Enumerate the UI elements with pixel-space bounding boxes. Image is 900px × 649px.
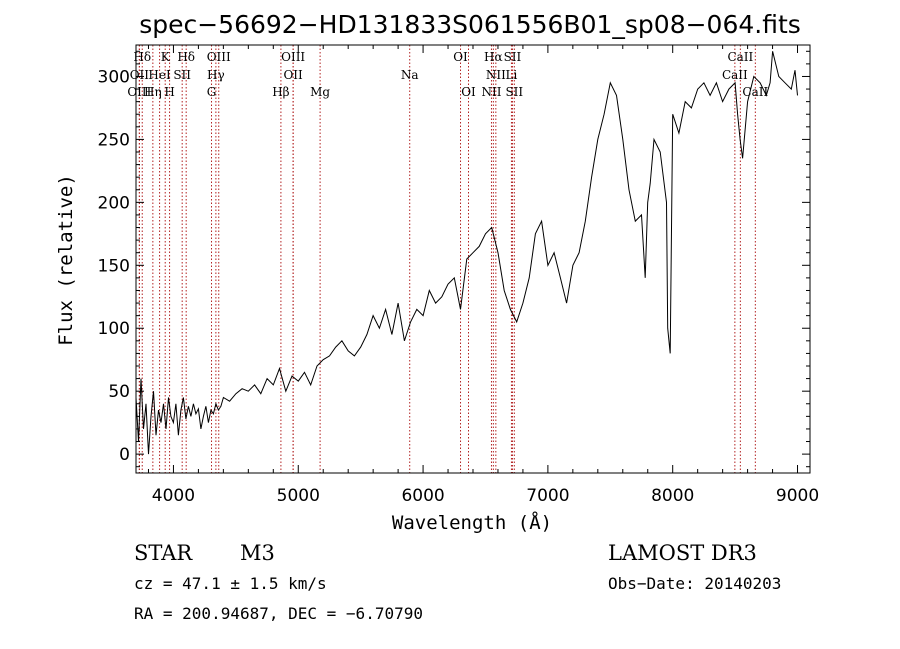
spectral-line-label: G [207,85,217,99]
spectral-line-label: NII [481,85,501,99]
spectral-line-label: Li [506,68,518,82]
plot-frame [135,44,811,474]
spectral-line-label: Na [401,68,419,82]
spectral-line-label: K [161,50,171,64]
spectral-line-label: Hη [144,85,162,99]
x-tick-label: 8000 [651,486,694,506]
spectral-line-label: OIII [127,85,151,99]
spectral-line-label: OI [453,50,468,64]
x-axis-ticks: 4000 5000 6000 7000 8000 9000 [147,45,819,506]
spectral-line-label: OIII [281,50,305,64]
survey-name: LAMOST DR3 [608,541,757,565]
spectral-line-label: SII [505,85,523,99]
y-axis-ticks: 0 50 100 150 200 250 300 [98,50,810,468]
spectral-line-label: OII [130,68,150,82]
y-tick-label: 50 [108,382,130,402]
x-tick-label: 7000 [526,486,569,506]
y-tick-label: 300 [98,67,130,87]
spectral-line-label: Hδ [177,50,195,64]
spectral-line-label: Hβ [272,85,289,99]
x-tick-label: 6000 [401,486,444,506]
y-axis-label: Flux (relative) [55,174,77,346]
x-tick-label: 4000 [152,486,195,506]
y-tick-label: 250 [98,130,130,150]
spectral-line-label: CaII [727,50,753,64]
spectral-line-label: H [164,85,174,99]
y-tick-label: 150 [98,256,130,276]
spectral-line-label: SII [504,50,522,64]
spectral-line-label: Hδ [133,50,151,64]
spectral-line-label: OIII [207,50,231,64]
x-tick-label: 9000 [776,486,819,506]
spectral-line-label: CaII [722,68,748,82]
x-tick-label: 5000 [277,486,320,506]
spectral-line-label: Mg [310,85,330,99]
object-class: STAR [134,541,193,565]
y-tick-label: 200 [98,193,130,213]
spectral-line-label: OII [283,68,303,82]
spectral-line-label: Hα [484,50,503,64]
spectral-line-label: HeI [148,68,171,82]
spectral-line-label: SII [173,68,191,82]
spectrum-series-line [135,51,798,455]
x-axis-label: Wavelength (Å) [392,511,552,534]
spectral-line-markers [138,45,756,473]
spectral-line-label: OI [461,85,476,99]
redshift-velocity: cz = 47.1 ± 1.5 km/s [134,574,327,593]
spectral-line-label: NII [486,68,506,82]
observation-date: Obs−Date: 20140203 [608,574,781,593]
chart-title: spec−56692−HD131833S061556B01_sp08−064.f… [139,10,801,39]
spectral-line-label: Hγ [207,68,225,82]
object-subclass: M3 [240,541,275,565]
y-tick-label: 100 [98,319,130,339]
ra-dec-coordinates: RA = 200.94687, DEC = −6.70790 [134,604,423,623]
y-tick-label: 0 [119,445,130,465]
